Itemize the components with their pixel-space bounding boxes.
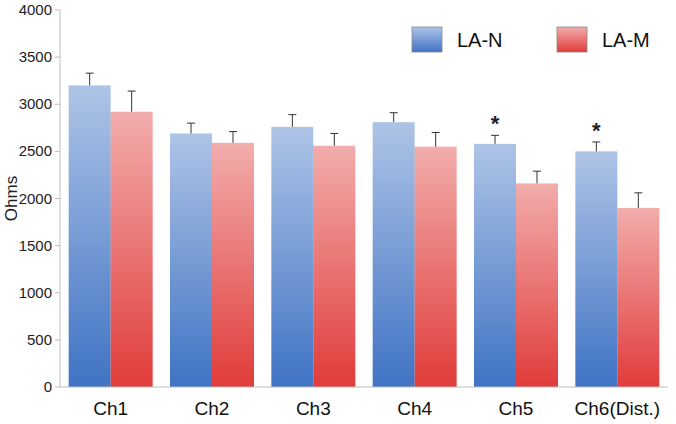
bar — [111, 112, 153, 387]
error-bar — [592, 142, 600, 151]
legend-label: LA-M — [602, 29, 650, 51]
bar — [474, 144, 516, 387]
x-tick-label: Ch2 — [195, 398, 230, 419]
error-bar — [634, 193, 642, 208]
bar — [69, 85, 111, 387]
y-tick — [55, 292, 60, 293]
error-bar — [330, 133, 338, 145]
y-tick-label: 2500 — [19, 142, 52, 159]
legend-swatch — [557, 27, 587, 52]
y-axis-label: Ohms — [2, 176, 21, 221]
y-axis — [60, 10, 61, 387]
x-tick-label: Ch6(Dist.) — [575, 398, 661, 419]
chart: 0 500 1000 1500 2000 2500 3000 3500 4000 Ohms Ch1 C… — [0, 0, 676, 424]
x-axis — [60, 387, 668, 388]
bar — [313, 146, 355, 387]
y-tick-label: 500 — [27, 331, 52, 348]
error-bar — [86, 73, 94, 85]
y-tick — [55, 57, 60, 58]
y-tick — [55, 339, 60, 340]
y-tick-label: 3500 — [19, 48, 52, 65]
annotation: * — [491, 111, 500, 136]
y-tick — [55, 104, 60, 105]
bar — [212, 143, 254, 387]
bar — [170, 133, 212, 387]
y-tick-label: 3000 — [19, 95, 52, 112]
x-tick-label: Ch1 — [93, 398, 128, 419]
error-bar — [288, 115, 296, 127]
bar — [415, 147, 457, 387]
error-bar — [432, 133, 440, 147]
y-tick — [55, 10, 60, 11]
y-tick-label: 2000 — [19, 190, 52, 207]
x-tick-label: Ch3 — [296, 398, 331, 419]
error-bar — [491, 135, 499, 143]
y-tick-label: 0 — [44, 378, 52, 395]
bar — [617, 208, 659, 387]
error-bar — [390, 113, 398, 122]
y-tick — [55, 387, 60, 388]
y-tick-label: 1500 — [19, 237, 52, 254]
bar — [516, 183, 558, 387]
annotation: * — [592, 118, 601, 143]
y-tick — [55, 245, 60, 246]
bar — [271, 127, 313, 387]
y-tick-label: 1000 — [19, 284, 52, 301]
bar — [373, 122, 415, 387]
y-tick — [55, 198, 60, 199]
legend-label: LA-N — [457, 29, 503, 51]
y-tick — [55, 151, 60, 152]
error-bar — [187, 123, 195, 133]
bar — [575, 151, 617, 387]
error-bar — [533, 171, 541, 183]
y-tick-label: 4000 — [19, 1, 52, 18]
error-bar — [229, 132, 237, 143]
legend-swatch — [412, 27, 442, 52]
x-tick-label: Ch4 — [397, 398, 432, 419]
legend: LA-N LA-M — [412, 27, 650, 52]
x-tick-label: Ch5 — [499, 398, 534, 419]
error-bar — [128, 91, 136, 112]
bars — [69, 73, 660, 387]
